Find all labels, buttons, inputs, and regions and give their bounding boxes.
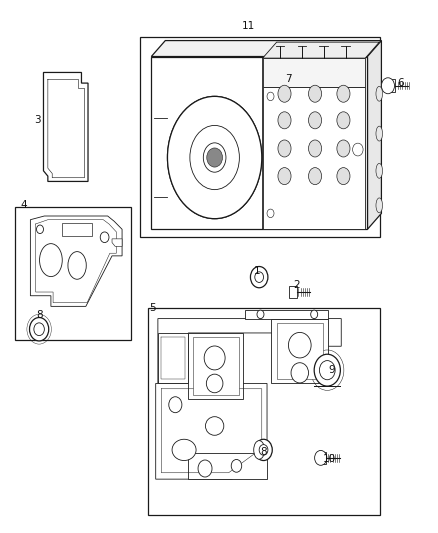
Circle shape bbox=[255, 439, 272, 461]
Ellipse shape bbox=[254, 441, 265, 459]
Ellipse shape bbox=[337, 85, 350, 102]
Text: 8: 8 bbox=[260, 447, 267, 456]
Ellipse shape bbox=[337, 112, 350, 129]
Circle shape bbox=[381, 78, 395, 94]
Ellipse shape bbox=[206, 374, 223, 393]
Circle shape bbox=[319, 361, 335, 379]
Ellipse shape bbox=[278, 167, 291, 184]
Circle shape bbox=[314, 354, 340, 386]
Circle shape bbox=[259, 445, 268, 455]
Polygon shape bbox=[386, 79, 395, 92]
Polygon shape bbox=[167, 115, 262, 200]
Ellipse shape bbox=[376, 164, 382, 178]
Ellipse shape bbox=[167, 96, 262, 219]
Circle shape bbox=[29, 318, 49, 341]
Ellipse shape bbox=[167, 96, 262, 219]
Bar bbox=[148, 308, 380, 515]
Polygon shape bbox=[151, 41, 381, 56]
Ellipse shape bbox=[190, 125, 240, 190]
Text: 7: 7 bbox=[285, 75, 291, 84]
Circle shape bbox=[255, 272, 264, 282]
Circle shape bbox=[34, 323, 44, 336]
Text: 3: 3 bbox=[35, 115, 41, 125]
Polygon shape bbox=[367, 41, 381, 229]
Text: 9: 9 bbox=[328, 365, 335, 375]
Text: 1: 1 bbox=[254, 266, 261, 276]
Ellipse shape bbox=[308, 112, 321, 129]
Polygon shape bbox=[158, 333, 188, 383]
Circle shape bbox=[267, 92, 274, 101]
Bar bbox=[140, 37, 380, 237]
Polygon shape bbox=[289, 286, 297, 298]
Ellipse shape bbox=[308, 167, 321, 184]
Polygon shape bbox=[263, 87, 365, 229]
Circle shape bbox=[267, 209, 274, 217]
Ellipse shape bbox=[337, 140, 350, 157]
Polygon shape bbox=[193, 337, 239, 395]
Ellipse shape bbox=[278, 85, 291, 102]
Polygon shape bbox=[112, 239, 122, 246]
Bar bbox=[14, 207, 131, 340]
Ellipse shape bbox=[39, 244, 62, 277]
Text: 4: 4 bbox=[20, 200, 27, 211]
Polygon shape bbox=[318, 451, 326, 464]
Polygon shape bbox=[43, 72, 88, 181]
Ellipse shape bbox=[308, 85, 321, 102]
Ellipse shape bbox=[278, 112, 291, 129]
Circle shape bbox=[314, 450, 327, 465]
Text: 10: 10 bbox=[322, 454, 336, 464]
Circle shape bbox=[231, 459, 242, 472]
Ellipse shape bbox=[376, 198, 382, 213]
Polygon shape bbox=[188, 333, 243, 399]
Circle shape bbox=[100, 232, 109, 243]
Ellipse shape bbox=[68, 252, 86, 279]
Polygon shape bbox=[151, 56, 367, 229]
Text: 8: 8 bbox=[36, 310, 42, 320]
Ellipse shape bbox=[204, 346, 225, 370]
Circle shape bbox=[36, 225, 43, 233]
Text: 5: 5 bbox=[149, 303, 156, 313]
Bar bbox=[62, 223, 92, 236]
Polygon shape bbox=[155, 383, 267, 479]
Polygon shape bbox=[158, 319, 341, 383]
Circle shape bbox=[353, 143, 363, 156]
Circle shape bbox=[311, 310, 318, 319]
Ellipse shape bbox=[205, 417, 224, 435]
Circle shape bbox=[257, 310, 264, 319]
Circle shape bbox=[169, 397, 182, 413]
Ellipse shape bbox=[278, 140, 291, 157]
Text: 11: 11 bbox=[242, 21, 255, 31]
Ellipse shape bbox=[376, 126, 382, 141]
Text: 2: 2 bbox=[293, 280, 300, 290]
Circle shape bbox=[198, 460, 212, 477]
Ellipse shape bbox=[291, 363, 308, 383]
Ellipse shape bbox=[172, 439, 196, 461]
Polygon shape bbox=[263, 58, 365, 87]
Polygon shape bbox=[263, 42, 379, 58]
Polygon shape bbox=[30, 216, 122, 306]
Polygon shape bbox=[272, 319, 328, 383]
Ellipse shape bbox=[376, 86, 382, 101]
Ellipse shape bbox=[203, 143, 226, 172]
Ellipse shape bbox=[288, 333, 311, 358]
Polygon shape bbox=[245, 310, 328, 319]
Ellipse shape bbox=[308, 140, 321, 157]
Circle shape bbox=[251, 266, 268, 288]
Polygon shape bbox=[188, 453, 267, 479]
Polygon shape bbox=[277, 323, 323, 379]
Circle shape bbox=[207, 148, 223, 167]
Ellipse shape bbox=[337, 167, 350, 184]
Text: 6: 6 bbox=[397, 78, 403, 88]
